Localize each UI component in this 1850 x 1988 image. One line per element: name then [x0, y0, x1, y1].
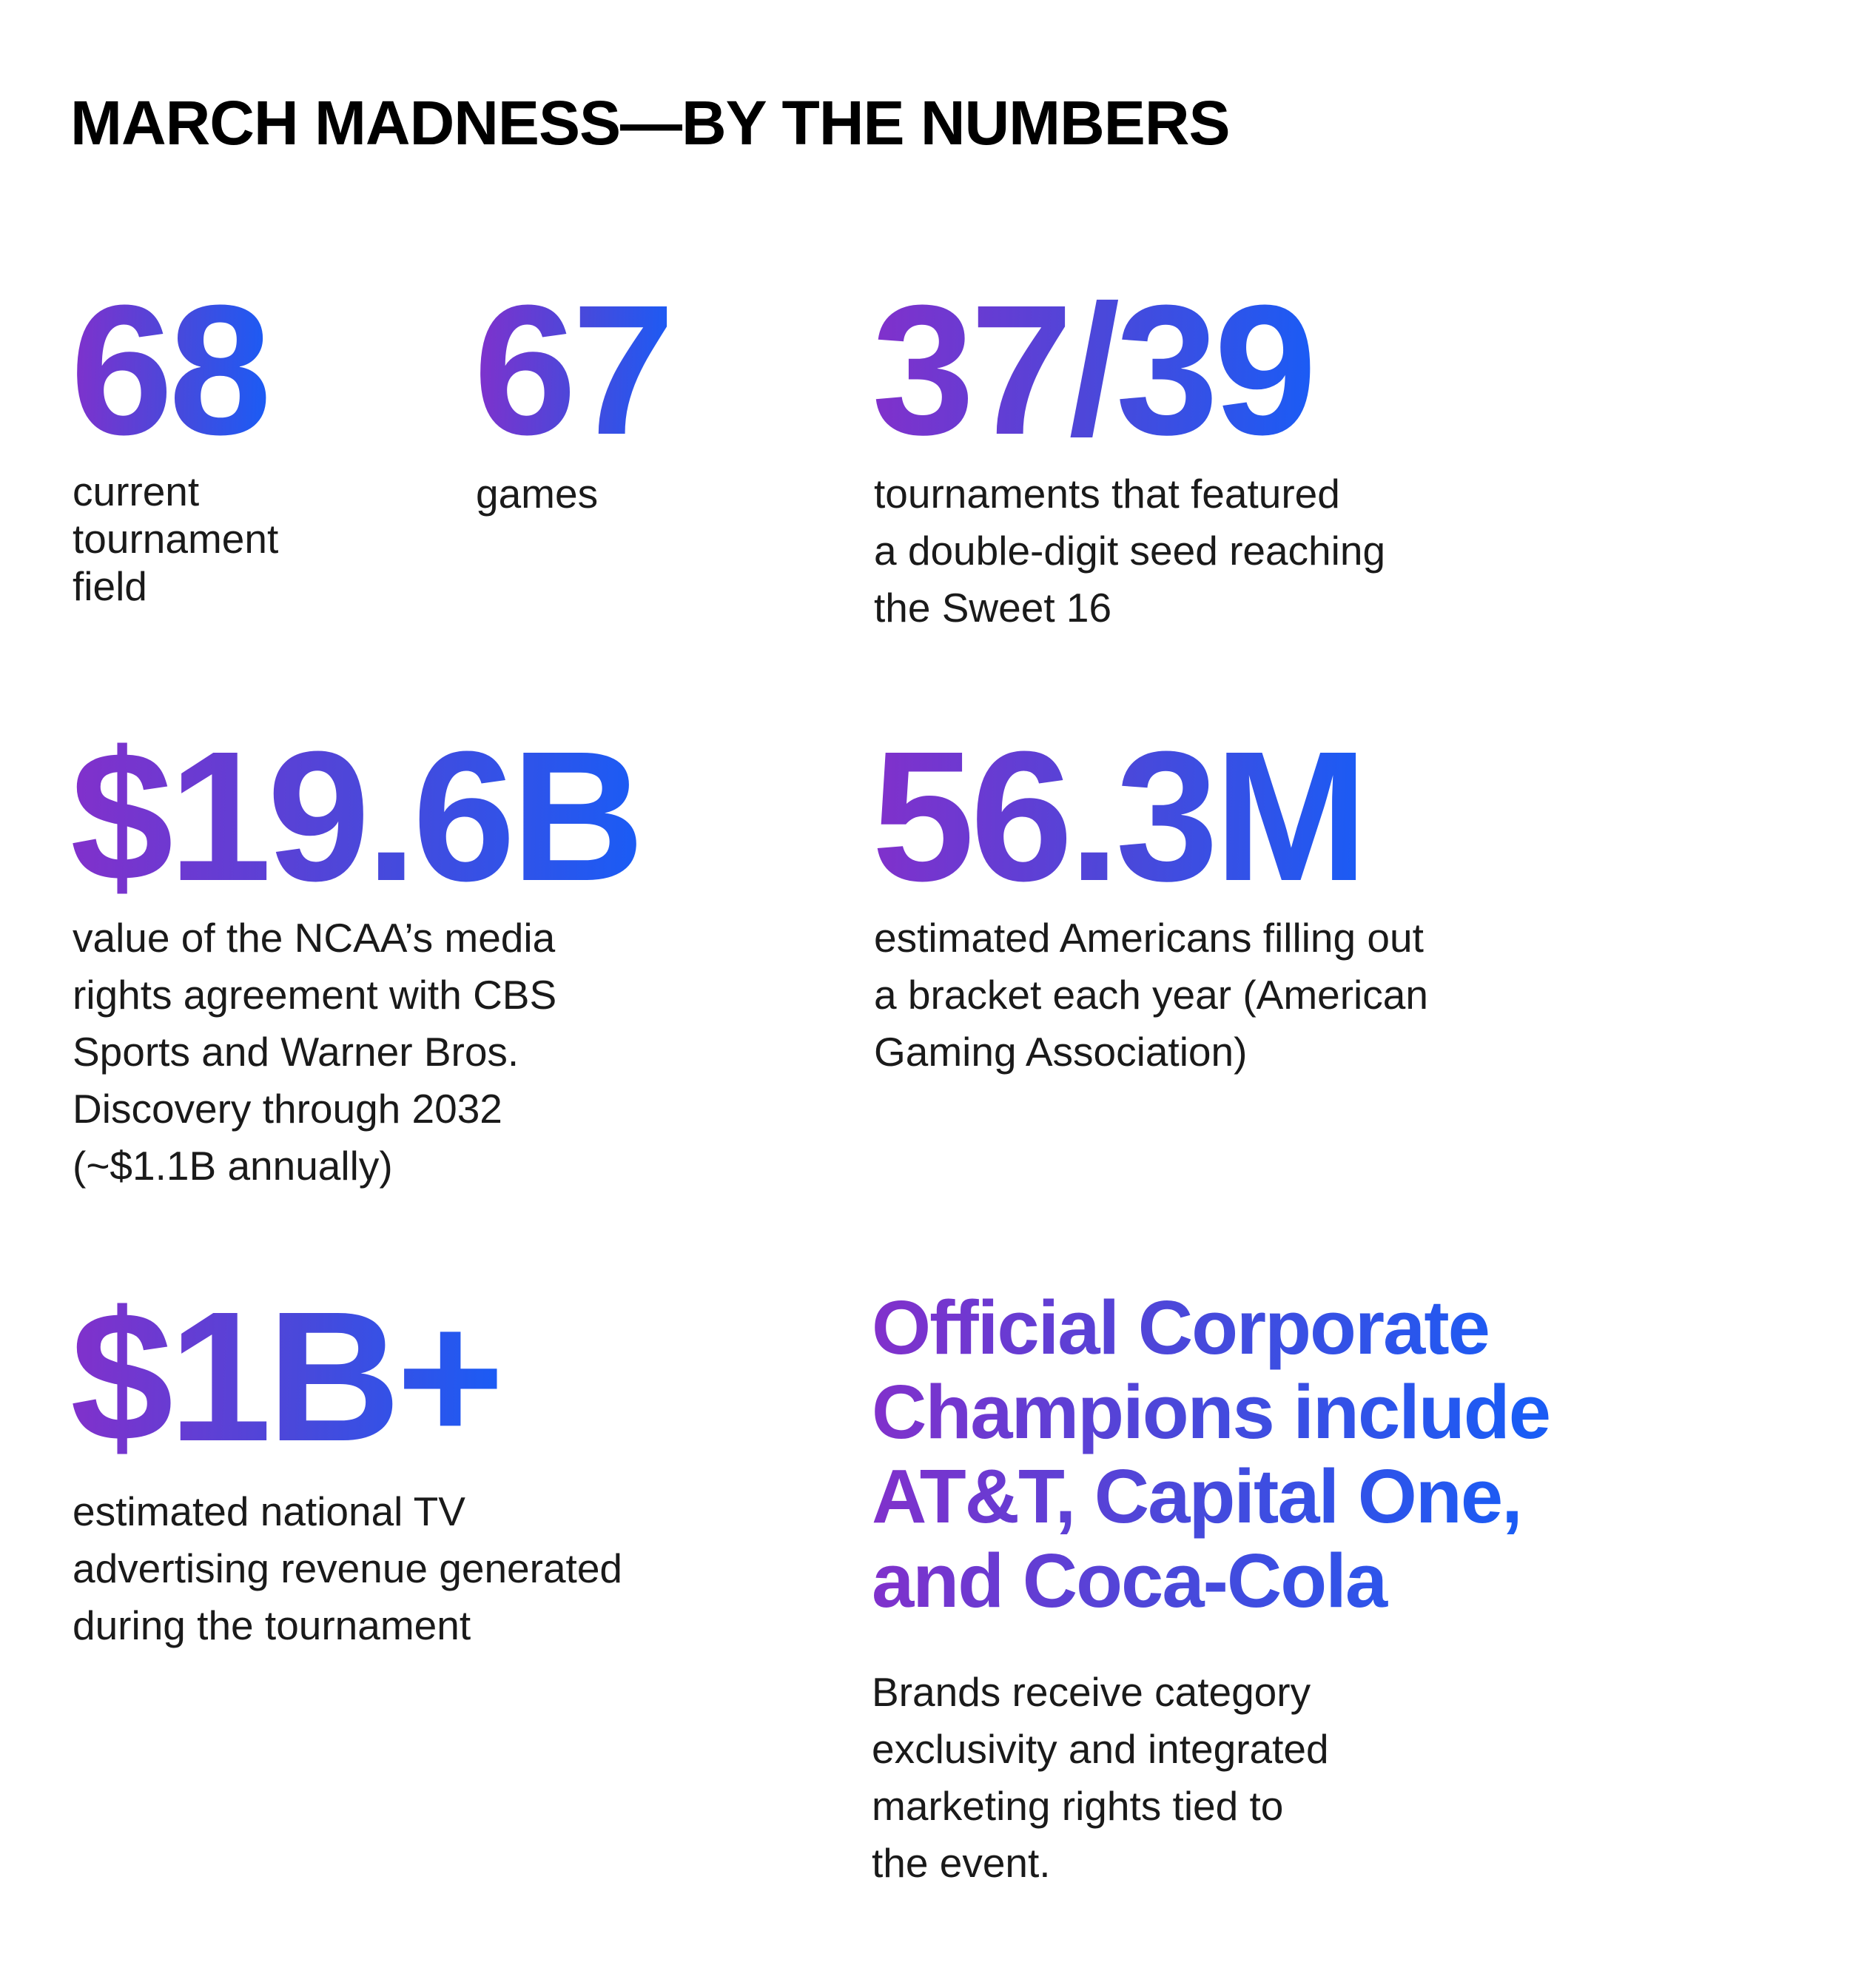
stat-value-media-rights: $19.6B — [70, 713, 645, 919]
sponsors-heading: Official Corporate Champions include AT&… — [872, 1285, 1551, 1623]
stat-label-media-rights: value of the NCAA’s media rights agreeme… — [73, 915, 557, 1189]
stat-label-games: games — [476, 471, 599, 517]
stat-label-ad-revenue: estimated national TV advertising revenu… — [73, 1488, 623, 1648]
stat-label-tournament-field: current tournament field — [73, 469, 279, 609]
stat-value-brackets-filled: 56.3M — [872, 713, 1368, 919]
stat-label-brackets-filled: estimated Americans filling out a bracke… — [874, 915, 1428, 1075]
page-title: MARCH MADNESS—BY THE NUMBERS — [70, 88, 1231, 158]
stat-value-games: 67 — [474, 266, 675, 473]
stat-value-sweet-16-seeds: 37/39 — [872, 266, 1317, 473]
stat-value-ad-revenue: $1B+ — [70, 1273, 505, 1480]
stat-label-sweet-16-seeds: tournaments that featured a double-digit… — [874, 471, 1386, 631]
stat-value-tournament-field: 68 — [70, 266, 272, 473]
sponsors-body: Brands receive category exclusivity and … — [872, 1669, 1329, 1886]
